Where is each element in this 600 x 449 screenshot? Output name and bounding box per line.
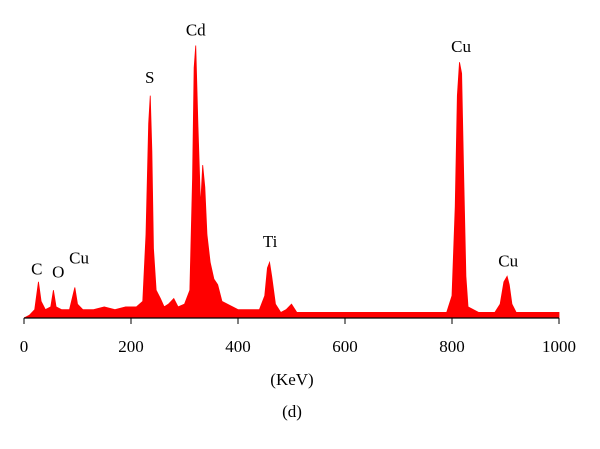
x-tick-label: 0 <box>20 337 29 356</box>
x-tick-label: 800 <box>439 337 465 356</box>
peak-label: O <box>52 262 64 281</box>
peak-label: Ti <box>263 232 278 251</box>
peak-label: C <box>31 260 42 279</box>
x-axis-label: (KeV) <box>270 370 313 389</box>
peak-label: Cu <box>498 251 518 270</box>
x-tick-label: 1000 <box>542 337 576 356</box>
x-tick-label: 200 <box>118 337 144 356</box>
spectrum-area <box>23 45 560 319</box>
caption: (d) <box>282 402 302 421</box>
peak-label: Cu <box>69 249 89 268</box>
peak-label: S <box>145 68 154 87</box>
x-tick-label: 400 <box>225 337 251 356</box>
peak-label: Cd <box>186 21 206 40</box>
peak-label: Cu <box>451 37 471 56</box>
x-tick-label: 600 <box>332 337 358 356</box>
